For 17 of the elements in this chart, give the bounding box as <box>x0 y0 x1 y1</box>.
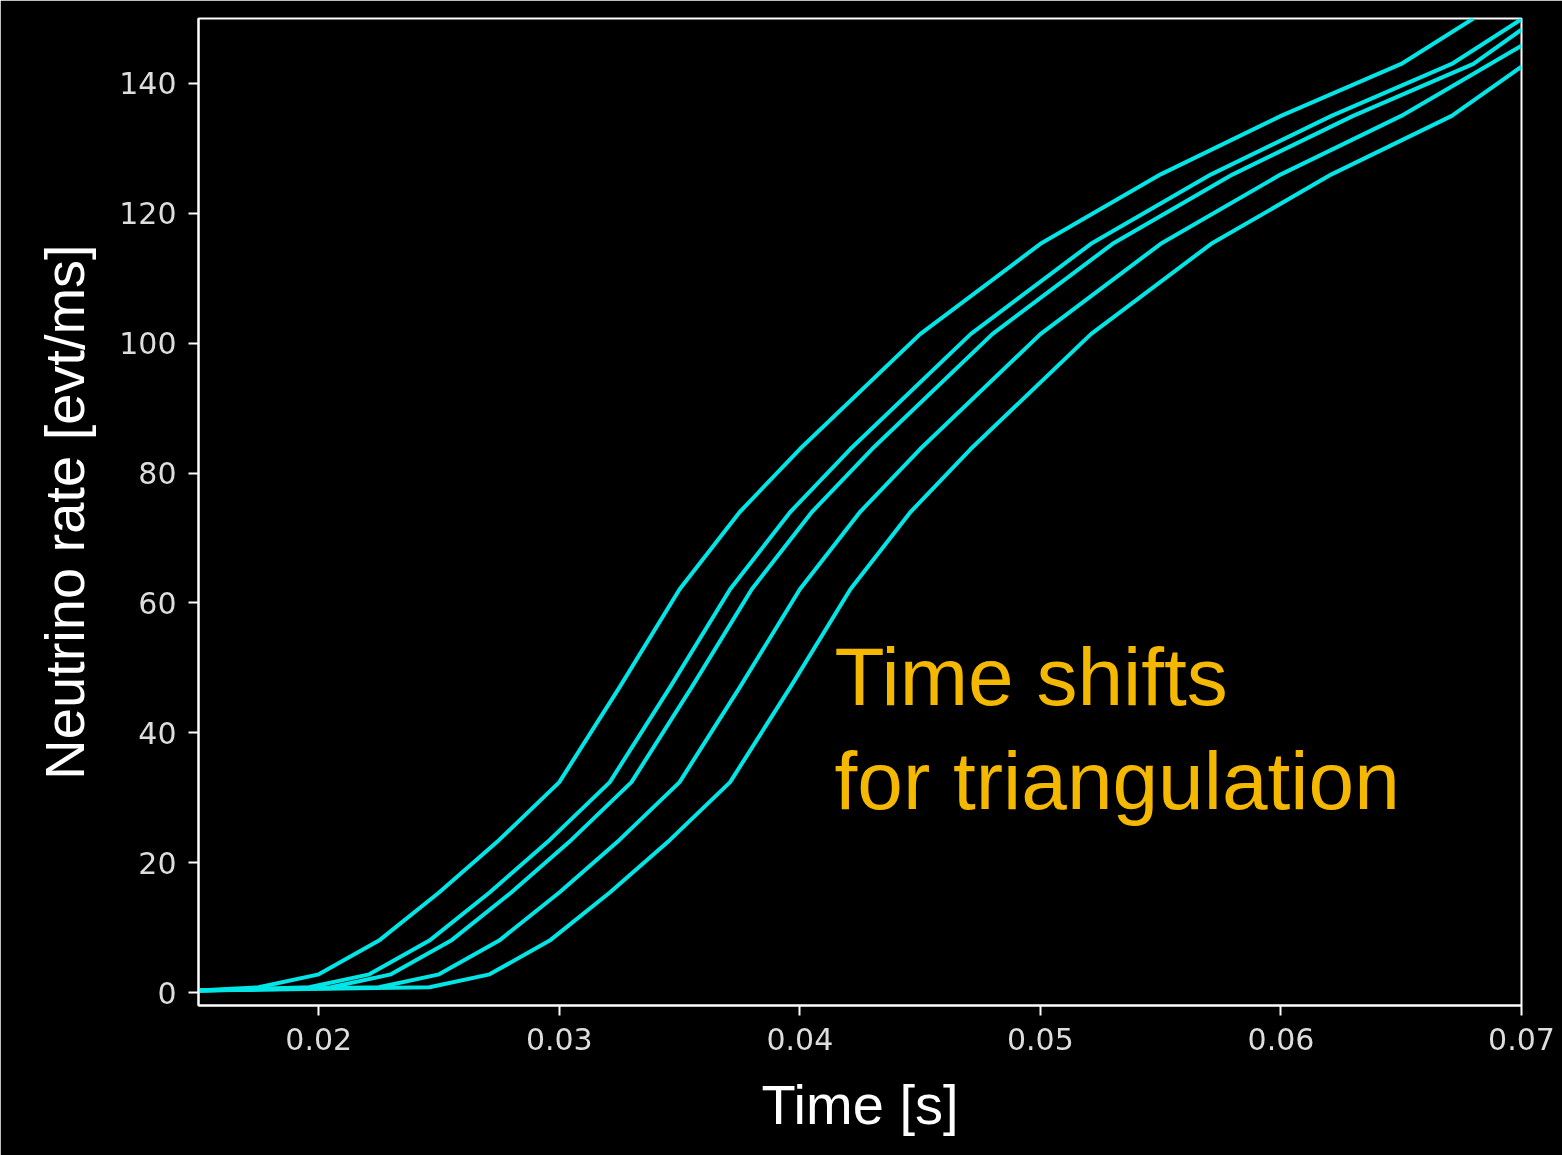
x-tick-label: 0.02 <box>285 1021 353 1057</box>
y-tick-label: 80 <box>138 456 177 492</box>
y-tick-label: 0 <box>157 975 177 1011</box>
y-tick-label: 20 <box>138 845 177 881</box>
x-axis-title: Time [s] <box>761 1072 959 1136</box>
x-tick-label: 0.03 <box>525 1021 593 1057</box>
y-tick-label: 40 <box>138 715 177 751</box>
x-tick-label: 0.07 <box>1488 1021 1555 1057</box>
y-tick-label: 140 <box>119 66 177 102</box>
x-tick-label: 0.04 <box>766 1021 834 1057</box>
x-tick-label: 0.06 <box>1247 1021 1315 1057</box>
x-tick-label: 0.05 <box>1007 1021 1074 1057</box>
y-tick-label: 120 <box>119 196 177 232</box>
y-tick-label: 60 <box>138 585 177 621</box>
y-tick-label: 100 <box>119 326 177 362</box>
annotation: Time shifts for triangulation <box>834 630 1400 827</box>
y-axis-title: Neutrino rate [evt/ms] <box>33 244 97 780</box>
